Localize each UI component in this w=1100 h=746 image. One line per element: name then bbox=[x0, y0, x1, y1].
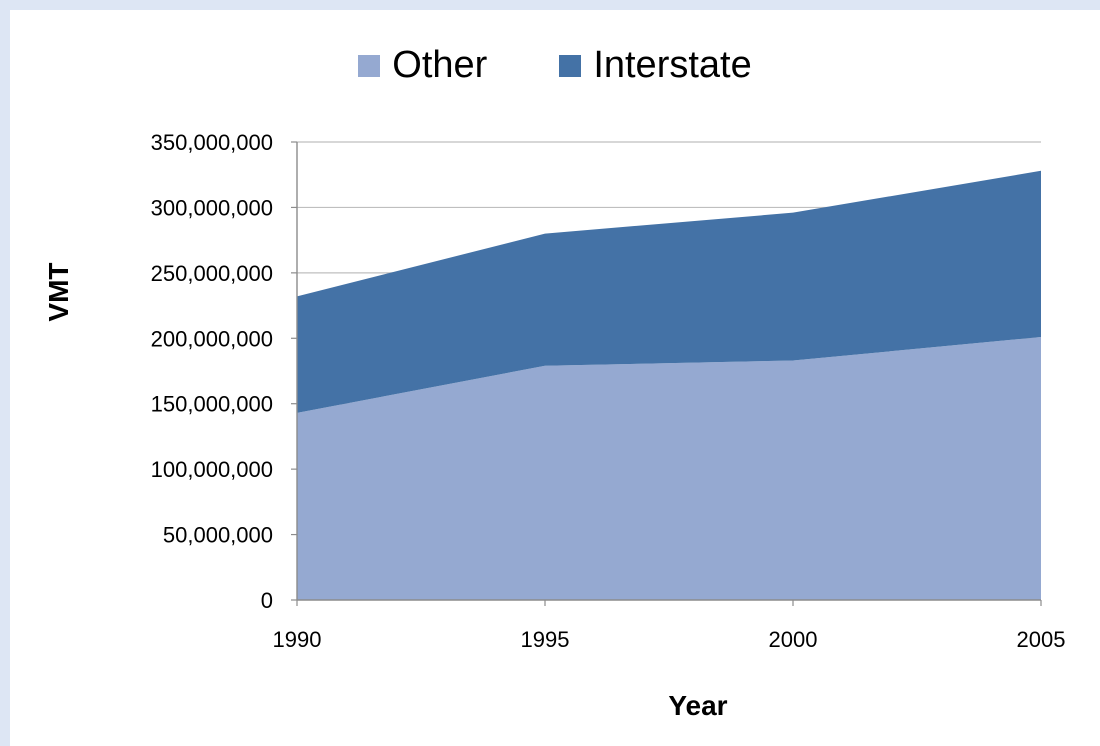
y-tick-label: 300,000,000 bbox=[151, 195, 273, 220]
y-tick-label: 0 bbox=[261, 588, 273, 613]
x-tick-label: 2005 bbox=[1017, 627, 1066, 652]
y-tick-label: 50,000,000 bbox=[163, 523, 273, 548]
x-tick-label: 2000 bbox=[769, 627, 818, 652]
x-tick-label: 1990 bbox=[273, 627, 322, 652]
area-layer bbox=[297, 171, 1041, 600]
y-axis-title: VMT bbox=[43, 262, 74, 321]
y-tick-label: 100,000,000 bbox=[151, 457, 273, 482]
x-axis-title: Year bbox=[668, 690, 727, 721]
y-tick-label: 350,000,000 bbox=[151, 130, 273, 155]
x-tick-label: 1995 bbox=[521, 627, 570, 652]
y-tick-label: 150,000,000 bbox=[151, 392, 273, 417]
y-tick-label: 200,000,000 bbox=[151, 326, 273, 351]
y-tick-label: 250,000,000 bbox=[151, 261, 273, 286]
